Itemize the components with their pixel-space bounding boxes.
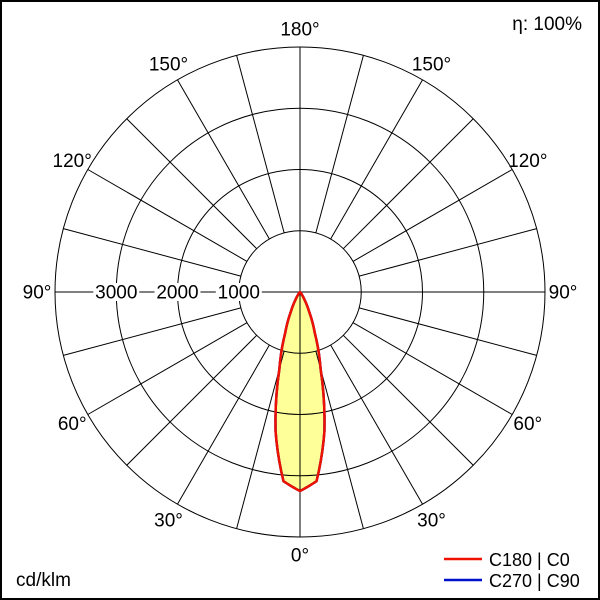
grid-spoke xyxy=(87,169,248,262)
angle-label: 30° xyxy=(154,510,183,531)
grid-spoke xyxy=(63,228,241,277)
grid-spoke xyxy=(330,344,423,505)
radial-tick-label: 1000 xyxy=(218,283,260,304)
grid-spoke xyxy=(236,55,285,233)
grid-spoke xyxy=(342,118,474,250)
angle-label: 150° xyxy=(412,55,451,76)
beam-curve-layer xyxy=(274,290,326,493)
grid-spoke xyxy=(352,322,513,415)
tick-label-backing xyxy=(93,283,140,301)
angle-label: 120° xyxy=(53,151,92,172)
grid-spoke xyxy=(63,307,241,356)
angle-label: 120° xyxy=(508,151,547,172)
radial-tick-label: 3000 xyxy=(95,283,137,304)
tick-label-backing xyxy=(215,283,262,301)
grid-spoke xyxy=(359,228,537,277)
angle-label: 90° xyxy=(549,283,578,304)
angle-label: 30° xyxy=(417,510,446,531)
angle-label: 150° xyxy=(149,55,188,76)
angle-label: 90° xyxy=(23,283,52,304)
unit-label: cd/klm xyxy=(16,570,71,591)
grid-spoke xyxy=(352,169,513,262)
efficiency-label: η: 100% xyxy=(512,14,582,35)
angle-label: 0° xyxy=(291,546,309,567)
grid-spoke xyxy=(126,118,258,250)
radial-tick-label: 2000 xyxy=(156,283,198,304)
grid-spoke xyxy=(359,307,537,356)
angle-label: 60° xyxy=(58,414,87,435)
grid-spoke xyxy=(315,351,364,529)
grid-spoke xyxy=(87,322,248,415)
angle-label: 180° xyxy=(280,20,319,41)
labels-layer: 1000 2000 3000 0° 30° 30° 60° 60° 90° 90° 120° 120°… xyxy=(23,20,578,567)
grid-spoke xyxy=(330,79,423,240)
grid-spoke xyxy=(177,79,270,240)
grid-spoke xyxy=(342,334,474,466)
tick-label-backing xyxy=(154,283,201,301)
grid-spoke xyxy=(236,351,285,529)
legend-label-c180-c0: C180 | C0 xyxy=(489,550,570,570)
grid-spoke xyxy=(315,55,364,233)
grid-spoke xyxy=(126,334,258,466)
grid-spoke xyxy=(177,344,270,505)
beam-curve xyxy=(274,290,326,493)
angle-label: 60° xyxy=(513,414,542,435)
legend-label-c270-c90: C270 | C90 xyxy=(489,571,580,591)
legend: C180 | C0 C270 | C90 xyxy=(444,550,580,591)
